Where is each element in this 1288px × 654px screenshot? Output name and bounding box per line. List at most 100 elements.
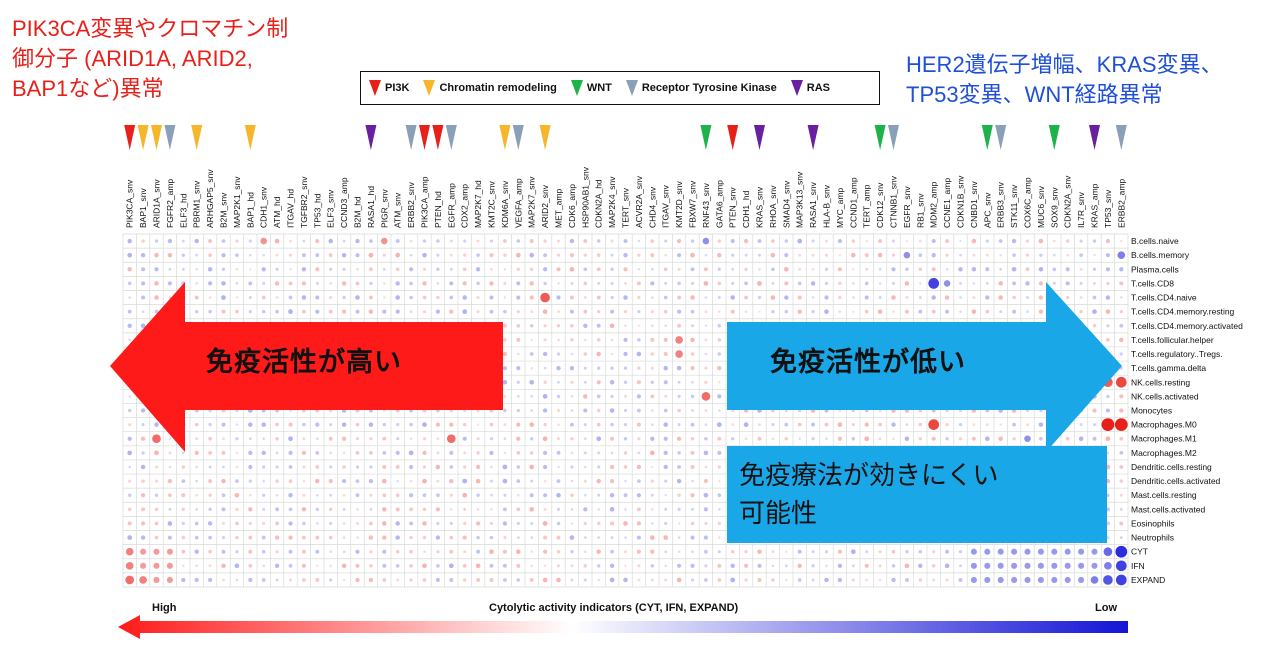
- heatmap-cell: [382, 563, 387, 568]
- heatmap-cell: [288, 436, 293, 442]
- row-label: NK.cells.activated: [1131, 391, 1199, 401]
- heatmap-cell: [181, 239, 185, 243]
- heatmap-cell: [972, 296, 976, 299]
- heatmap-cell: [369, 550, 373, 554]
- heatmap-cell: [449, 478, 454, 484]
- gene-label: CDH1_snv: [259, 186, 269, 228]
- heatmap-cell: [383, 296, 386, 299]
- heatmap-cell: [275, 479, 279, 483]
- heatmap-cell: [288, 295, 293, 300]
- heatmap-cell: [997, 576, 1004, 583]
- heatmap-cell: [154, 507, 159, 512]
- heatmap-cell: [1037, 548, 1044, 555]
- heatmap-cell: [127, 281, 132, 286]
- heatmap-cell: [222, 465, 225, 469]
- heatmap-cell: [341, 281, 347, 286]
- gene-label: CDKN1B_snv: [956, 175, 966, 228]
- heatmap-cell: [1011, 238, 1017, 244]
- heatmap-cell: [166, 562, 173, 569]
- heatmap-cell: [1026, 423, 1029, 427]
- heatmap-cell: [517, 493, 520, 497]
- heatmap-cell: [837, 563, 843, 568]
- heatmap-cell: [235, 479, 239, 483]
- heatmap-cell: [302, 479, 306, 483]
- heatmap-cell: [316, 564, 319, 568]
- heatmap-cell: [570, 564, 574, 568]
- heatmap-cell: [235, 535, 239, 540]
- row-label: B.cells.memory: [1131, 250, 1190, 260]
- heatmap-cell: [690, 507, 695, 511]
- heatmap-cell: [1012, 253, 1016, 258]
- heatmap-cell: [771, 578, 775, 582]
- heatmap-cell: [784, 564, 788, 568]
- gene-marker-triangle: [888, 125, 899, 150]
- legend-label: Receptor Tyrosine Kinase: [641, 82, 777, 94]
- heatmap-cell: [570, 550, 574, 554]
- row-label: T.cells.regulatory..Tregs.: [1131, 349, 1223, 359]
- heatmap-cell: [731, 267, 735, 271]
- heatmap-cell: [945, 239, 950, 243]
- heatmap-cell: [194, 295, 199, 300]
- heatmap-cell: [610, 239, 614, 243]
- heatmap-cell: [315, 295, 320, 300]
- gene-label: SMAD4_snv: [781, 180, 791, 228]
- legend-label: PI3K: [385, 82, 410, 94]
- heatmap-cell: [970, 576, 977, 583]
- heatmap-cell: [235, 465, 239, 469]
- heatmap-cell: [503, 408, 507, 413]
- gene-marker-triangle: [164, 125, 176, 150]
- heatmap-cell: [556, 521, 561, 526]
- heatmap-cell: [744, 578, 748, 582]
- legend-item: WNT: [570, 80, 612, 96]
- gene-label: GATA6_amp: [714, 180, 724, 228]
- heatmap-cell: [1065, 239, 1070, 243]
- heatmap-cell: [153, 562, 160, 569]
- heatmap-cell: [369, 465, 373, 469]
- heatmap-cell: [609, 563, 615, 568]
- heatmap-cell: [248, 296, 252, 300]
- heatmap-cell: [194, 521, 199, 526]
- heatmap-cell: [650, 267, 654, 271]
- heatmap-cell: [342, 239, 346, 243]
- legend-triangle-icon: [625, 80, 638, 96]
- row-label: T.cells.gamma.delta: [1131, 363, 1206, 373]
- heatmap-cell: [784, 239, 789, 243]
- heatmap-cell: [864, 295, 869, 300]
- heatmap-cell: [704, 564, 708, 568]
- heatmap-cell: [649, 535, 655, 540]
- heatmap-cell: [275, 521, 279, 526]
- heatmap-cell: [1079, 267, 1083, 271]
- heatmap-cell: [865, 578, 868, 582]
- heatmap-cell: [596, 267, 601, 272]
- heatmap-cell: [1119, 337, 1124, 343]
- gene-label: MAP3K13_snv: [795, 171, 805, 228]
- heatmap-cell: [463, 507, 467, 511]
- heatmap-cell: [891, 549, 896, 554]
- heatmap-cell: [503, 451, 507, 455]
- heatmap-cell: [516, 563, 521, 568]
- heatmap-cell: [462, 492, 468, 498]
- heatmap-cell: [624, 550, 627, 554]
- heatmap-cell: [825, 564, 828, 568]
- heatmap-cell: [677, 563, 682, 568]
- heatmap-cell: [127, 493, 132, 497]
- heatmap-cell: [422, 507, 427, 512]
- gene-marker-triangle: [981, 125, 993, 150]
- heatmap-cell: [395, 507, 400, 512]
- heatmap-cell: [811, 578, 815, 582]
- heatmap-cell: [476, 464, 481, 470]
- heatmap-cell: [368, 535, 374, 540]
- heatmap-cell: [570, 281, 574, 285]
- heatmap-cell: [824, 577, 829, 583]
- heatmap-cell: [1119, 521, 1124, 526]
- heatmap-cell: [609, 464, 615, 470]
- heatmap-cell: [569, 253, 574, 258]
- heatmap-cell: [691, 380, 694, 384]
- heatmap-cell: [396, 578, 400, 582]
- heatmap-cell: [584, 465, 587, 469]
- heatmap-cell: [851, 252, 856, 258]
- heatmap-cell: [931, 267, 936, 272]
- heatmap-cell: [382, 451, 387, 455]
- heatmap-cell: [1115, 560, 1127, 572]
- heatmap-cell: [676, 365, 682, 371]
